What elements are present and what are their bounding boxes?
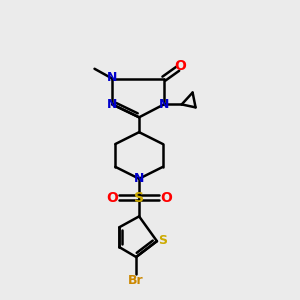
Text: O: O — [106, 190, 118, 205]
Text: S: S — [158, 234, 167, 247]
Text: N: N — [134, 172, 144, 185]
Text: N: N — [107, 71, 118, 84]
Text: O: O — [160, 190, 172, 205]
Text: N: N — [107, 98, 118, 111]
Text: S: S — [134, 190, 144, 205]
Text: O: O — [174, 59, 186, 73]
Text: Br: Br — [128, 274, 144, 287]
Text: N: N — [159, 98, 169, 111]
